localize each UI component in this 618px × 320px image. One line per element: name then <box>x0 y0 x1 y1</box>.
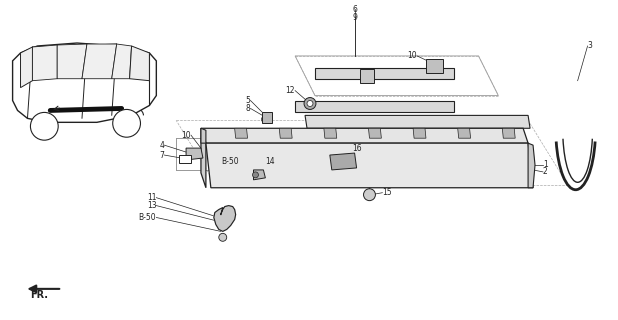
Text: 10: 10 <box>407 52 417 60</box>
Polygon shape <box>235 128 248 138</box>
Polygon shape <box>305 116 530 128</box>
Polygon shape <box>426 59 443 73</box>
Text: 6: 6 <box>352 5 357 14</box>
Polygon shape <box>186 148 203 160</box>
Circle shape <box>363 189 375 201</box>
Text: 13: 13 <box>146 201 156 210</box>
Polygon shape <box>32 45 57 81</box>
Circle shape <box>307 100 313 107</box>
Polygon shape <box>201 128 528 143</box>
Polygon shape <box>368 128 381 138</box>
Circle shape <box>253 172 258 178</box>
Polygon shape <box>295 100 454 112</box>
Text: 14: 14 <box>265 157 275 166</box>
Text: 8: 8 <box>246 104 250 113</box>
Circle shape <box>261 116 268 122</box>
Text: 12: 12 <box>286 86 295 95</box>
Polygon shape <box>253 170 265 180</box>
Text: 5: 5 <box>245 96 250 105</box>
Polygon shape <box>315 68 454 79</box>
Circle shape <box>304 98 316 109</box>
Polygon shape <box>112 44 132 79</box>
Polygon shape <box>502 128 515 138</box>
Polygon shape <box>528 143 535 188</box>
Text: FR.: FR. <box>30 290 48 300</box>
Text: 4: 4 <box>159 140 164 150</box>
Polygon shape <box>82 44 117 79</box>
Polygon shape <box>12 43 156 122</box>
Text: 10: 10 <box>182 131 191 140</box>
Polygon shape <box>201 128 206 143</box>
Polygon shape <box>179 155 191 163</box>
Polygon shape <box>360 69 375 83</box>
Circle shape <box>112 109 140 137</box>
Polygon shape <box>57 44 87 79</box>
Polygon shape <box>214 206 235 231</box>
Text: B-50: B-50 <box>221 157 239 166</box>
Polygon shape <box>324 128 337 138</box>
Text: 16: 16 <box>352 144 362 153</box>
Polygon shape <box>279 128 292 138</box>
Text: 9: 9 <box>352 13 357 22</box>
Polygon shape <box>206 143 533 188</box>
Text: 11: 11 <box>147 193 156 202</box>
Text: 2: 2 <box>543 167 548 176</box>
Text: 3: 3 <box>588 42 593 51</box>
Polygon shape <box>458 128 470 138</box>
Text: 1: 1 <box>543 160 548 170</box>
Polygon shape <box>413 128 426 138</box>
Polygon shape <box>263 112 273 123</box>
Circle shape <box>219 233 227 241</box>
Polygon shape <box>330 153 357 170</box>
Text: B-50: B-50 <box>138 213 156 222</box>
Circle shape <box>30 112 58 140</box>
Polygon shape <box>201 128 206 188</box>
Text: 15: 15 <box>383 188 392 197</box>
Polygon shape <box>130 46 150 81</box>
Polygon shape <box>20 47 32 88</box>
Text: 7: 7 <box>159 150 164 160</box>
